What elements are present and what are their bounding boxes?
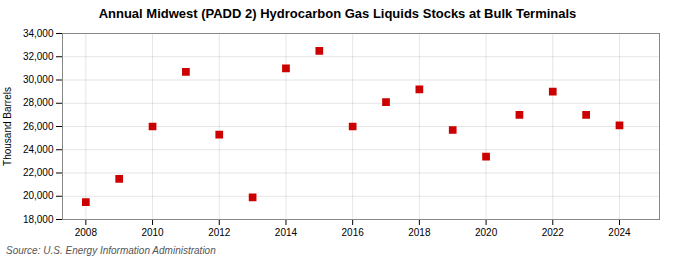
svg-text:26,000: 26,000	[23, 121, 54, 132]
svg-text:30,000: 30,000	[23, 74, 54, 85]
svg-text:2024: 2024	[608, 227, 631, 238]
svg-text:24,000: 24,000	[23, 144, 54, 155]
svg-text:32,000: 32,000	[23, 51, 54, 62]
svg-text:2008: 2008	[75, 227, 98, 238]
svg-text:34,000: 34,000	[23, 28, 54, 39]
svg-text:2020: 2020	[475, 227, 498, 238]
svg-text:2018: 2018	[408, 227, 431, 238]
svg-text:28,000: 28,000	[23, 97, 54, 108]
svg-text:2010: 2010	[141, 227, 164, 238]
svg-text:22,000: 22,000	[23, 167, 54, 178]
svg-text:18,000: 18,000	[23, 214, 54, 225]
html-text:Annual Midwest (PADD 2) Hydroc: Annual Midwest (PADD 2) Hydrocarbon Gas …	[98, 6, 577, 21]
svg-text:2012: 2012	[208, 227, 231, 238]
svg-text:Thousand Barrels: Thousand Barrels	[2, 87, 13, 166]
svg-text:20,000: 20,000	[23, 190, 54, 201]
svg-text:2022: 2022	[542, 227, 565, 238]
html-text:Source: U.S. Energy Informatio: Source: U.S. Energy Information Administ…	[6, 245, 216, 256]
svg-text:2014: 2014	[275, 227, 298, 238]
svg-text:2016: 2016	[342, 227, 365, 238]
